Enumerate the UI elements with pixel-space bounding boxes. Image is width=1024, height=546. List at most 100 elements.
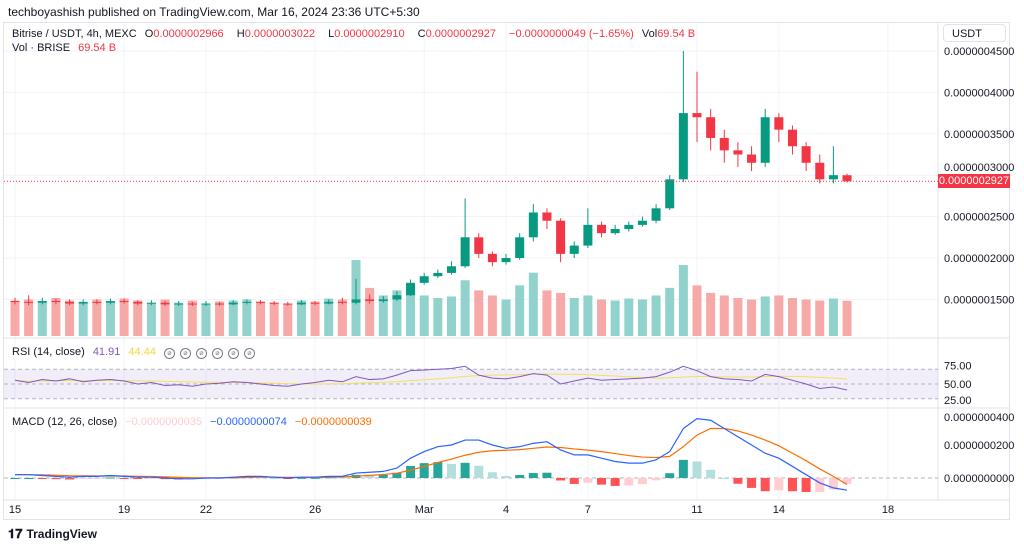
volume-bar bbox=[569, 298, 579, 336]
candle-body bbox=[665, 179, 675, 209]
time-axis-label: 14 bbox=[773, 504, 785, 516]
volume-bar bbox=[283, 303, 293, 336]
candle-body bbox=[733, 150, 743, 155]
macd-histogram-bar bbox=[733, 478, 743, 484]
macd-histogram-bar bbox=[515, 475, 525, 478]
macd-histogram-bar bbox=[337, 477, 347, 479]
candle-body bbox=[597, 224, 607, 234]
macd-histogram-bar bbox=[624, 478, 634, 486]
symbol-legend: Bitrise / USDT, 4h, MEXC O0.0000002966 H… bbox=[12, 28, 705, 40]
candle-body bbox=[242, 301, 252, 303]
volume-bar bbox=[651, 295, 661, 336]
volume-bar bbox=[528, 272, 538, 336]
volume-study-label[interactable]: Vol · BRISE bbox=[12, 42, 71, 54]
volume-bar bbox=[610, 300, 620, 336]
candle-body bbox=[747, 154, 757, 163]
rsi-axis-label: 25.00 bbox=[944, 395, 972, 407]
candle-body bbox=[283, 303, 293, 305]
time-axis-label: 18 bbox=[882, 504, 894, 516]
volume-study-value: 69.54 B bbox=[78, 42, 117, 54]
candle-body bbox=[651, 208, 661, 221]
eye-off-icon[interactable]: ⌀ bbox=[212, 348, 223, 359]
volume-bar bbox=[665, 287, 675, 336]
change-value: −0.0000000049 (−1.65%) bbox=[509, 28, 634, 40]
candle-body bbox=[365, 299, 375, 302]
time-axis-label: 15 bbox=[9, 504, 21, 516]
eye-off-icon[interactable]: ⌀ bbox=[180, 348, 191, 359]
candle-body bbox=[678, 113, 688, 180]
volume-bar bbox=[542, 290, 552, 336]
macd-histogram-bar bbox=[747, 478, 757, 488]
volume-bar bbox=[583, 295, 593, 336]
volume-bar bbox=[187, 300, 197, 336]
macd-histogram-bar bbox=[760, 478, 770, 492]
volume-bar bbox=[446, 296, 456, 336]
low-label: L bbox=[328, 28, 335, 40]
candle-body bbox=[569, 245, 579, 254]
macd-histogram-bar bbox=[774, 478, 784, 491]
candle-body bbox=[583, 224, 593, 246]
volume-bar bbox=[624, 298, 634, 336]
candle-body bbox=[10, 301, 20, 303]
volume-bar bbox=[119, 298, 129, 336]
candle-body bbox=[637, 220, 647, 225]
macd-histogram-bar bbox=[828, 478, 838, 490]
candle-body bbox=[37, 301, 47, 303]
eye-off-icon[interactable]: ⌀ bbox=[244, 348, 255, 359]
current-price-tag: 0.0000002927 bbox=[938, 174, 1010, 188]
candle-body bbox=[269, 302, 279, 304]
macd-histogram-bar bbox=[419, 463, 429, 478]
volume-bar bbox=[419, 295, 429, 336]
candle-body bbox=[487, 253, 497, 263]
volume-bar bbox=[787, 298, 797, 336]
volume-bar bbox=[501, 299, 511, 336]
candle-body bbox=[446, 266, 456, 273]
close-label: C bbox=[417, 28, 426, 40]
eye-off-icon[interactable]: ⌀ bbox=[196, 348, 207, 359]
symbol-name[interactable]: Bitrise / USDT, 4h, MEXC bbox=[12, 28, 137, 40]
macd-value: −0.0000000074 bbox=[210, 416, 287, 428]
eye-off-icon[interactable]: ⌀ bbox=[164, 348, 175, 359]
macd-histogram-bar bbox=[65, 478, 75, 480]
volume-bar bbox=[10, 300, 20, 336]
volume-bar bbox=[51, 298, 61, 336]
volume-bar bbox=[310, 301, 320, 336]
candle-body bbox=[174, 303, 184, 305]
macd-histogram-bar bbox=[24, 478, 34, 479]
currency-unit-button[interactable]: USDT bbox=[943, 24, 1006, 42]
macd-histogram-bar bbox=[542, 472, 552, 478]
candle-body bbox=[528, 212, 538, 238]
candle-body bbox=[719, 137, 729, 151]
rsi-label[interactable]: RSI (14, close) bbox=[12, 346, 85, 358]
macd-histogram-bar bbox=[392, 472, 402, 478]
candle-body bbox=[815, 162, 825, 180]
price-axis-label: 0.0000002000 bbox=[944, 253, 1014, 265]
candle-body bbox=[310, 302, 320, 304]
candle-body bbox=[692, 113, 702, 118]
candle-body bbox=[51, 301, 61, 303]
macd-histogram-bar bbox=[583, 478, 593, 483]
candle-body bbox=[474, 237, 484, 254]
volume-bar bbox=[337, 299, 347, 336]
macd-histogram-bar bbox=[37, 478, 47, 479]
macd-histogram-bar bbox=[665, 473, 675, 478]
candle-body bbox=[160, 302, 170, 305]
eye-off-icon[interactable]: ⌀ bbox=[228, 348, 239, 359]
tradingview-logo[interactable]: 𝟏𝟕 TradingView bbox=[8, 526, 97, 542]
volume-bar bbox=[433, 298, 443, 336]
macd-signal-line bbox=[15, 427, 848, 485]
candle-body bbox=[842, 175, 852, 182]
macd-label[interactable]: MACD (12, 26, close) bbox=[12, 416, 118, 428]
macd-histogram-bar bbox=[378, 474, 388, 478]
tradingview-logo-icon: 𝟏𝟕 bbox=[8, 526, 23, 541]
candle-body bbox=[406, 282, 416, 296]
macd-histogram-bar bbox=[365, 474, 375, 478]
macd-histogram-bar bbox=[678, 459, 688, 478]
price-axis-label: 0.0000001500 bbox=[944, 294, 1014, 306]
macd-histogram-bar bbox=[815, 478, 825, 493]
macd-histogram-bar bbox=[692, 461, 702, 478]
price-axis-label: 0.0000004500 bbox=[944, 46, 1014, 58]
macd-histogram-bar bbox=[487, 472, 497, 478]
macd-signal-value: −0.0000000039 bbox=[294, 416, 372, 428]
